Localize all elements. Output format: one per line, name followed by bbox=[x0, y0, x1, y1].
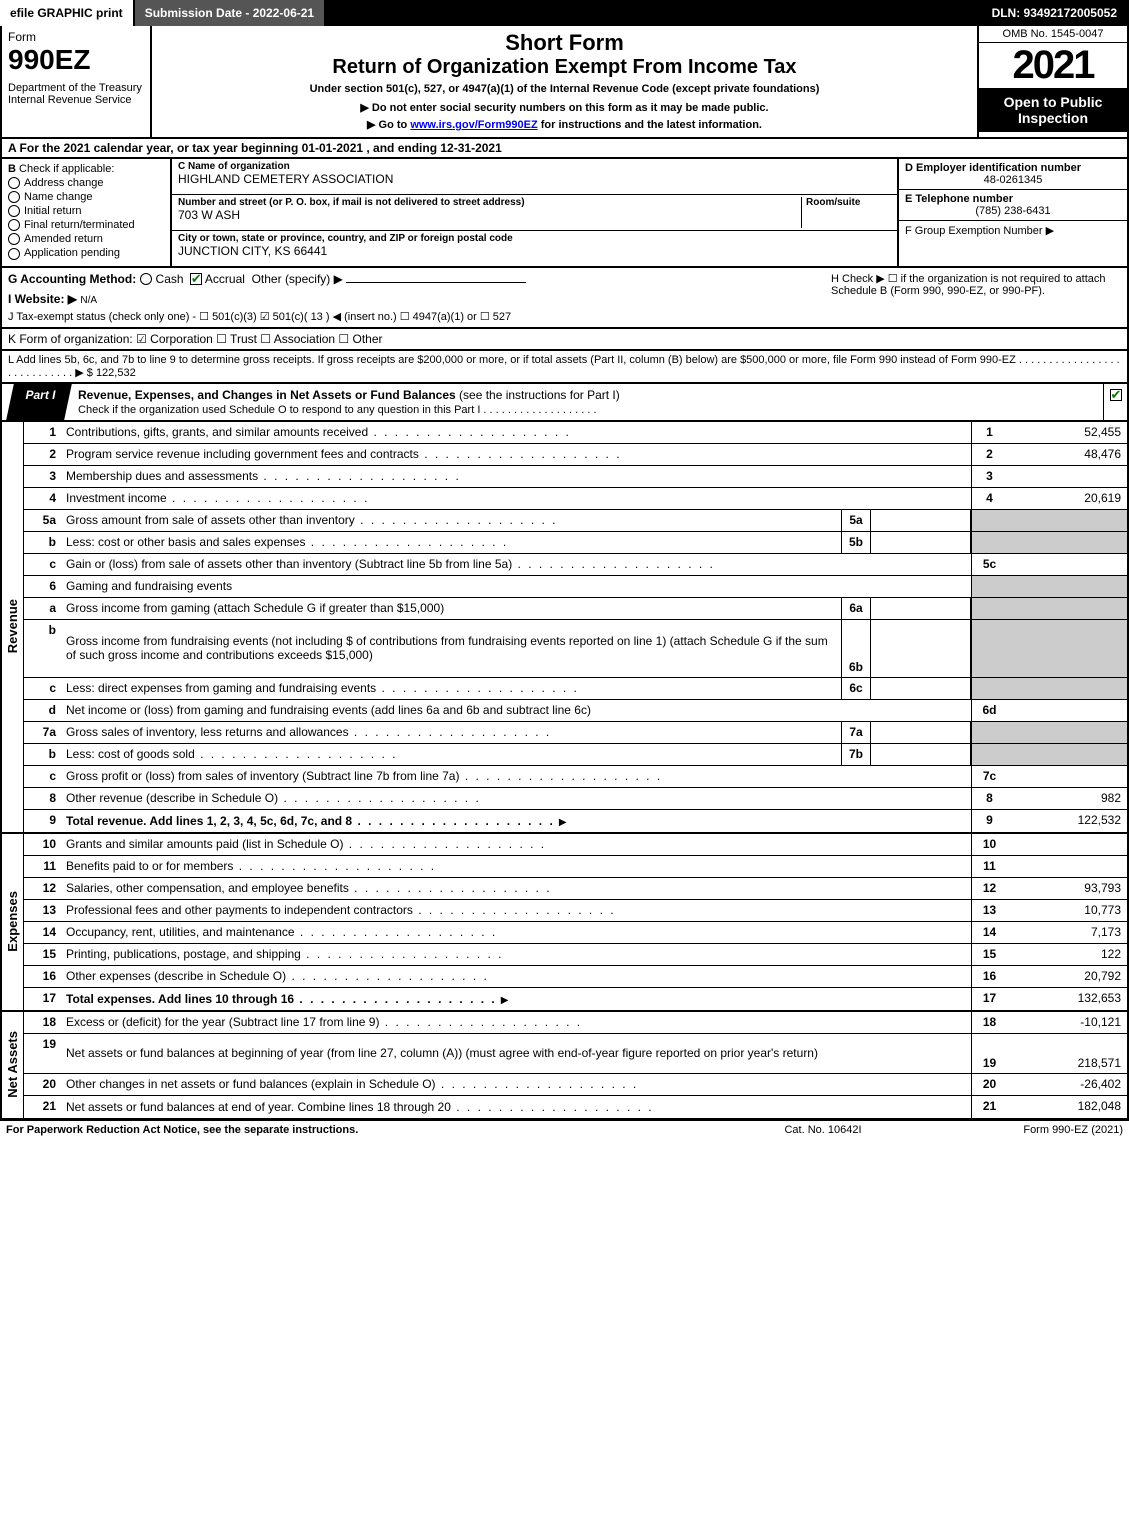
form-ref: Form 990-EZ (2021) bbox=[923, 1124, 1123, 1136]
header-left: Form 990EZ Department of the Treasury In… bbox=[2, 26, 152, 137]
website-value: N/A bbox=[80, 295, 97, 306]
website-label: I Website: ▶ bbox=[8, 292, 77, 306]
line20-value: -26,402 bbox=[1007, 1074, 1127, 1095]
gross-receipts: 122,532 bbox=[96, 367, 136, 379]
expenses-sidelabel: Expenses bbox=[2, 834, 24, 1010]
row-j: J Tax-exempt status (check only one) - ☐… bbox=[8, 310, 1121, 323]
part1-title: Revenue, Expenses, and Changes in Net As… bbox=[68, 384, 1103, 420]
return-title: Return of Organization Exempt From Incom… bbox=[160, 56, 969, 79]
line14-value: 7,173 bbox=[1007, 922, 1127, 943]
row-ghi: G Accounting Method: Cash Accrual Other … bbox=[0, 268, 1129, 329]
form-number: 990EZ bbox=[8, 44, 144, 76]
netassets-sidelabel: Net Assets bbox=[2, 1012, 24, 1118]
col-b: B Check if applicable: Address change Na… bbox=[2, 159, 172, 266]
street-label: Number and street (or P. O. box, if mail… bbox=[178, 197, 801, 208]
street: 703 W ASH bbox=[178, 208, 801, 222]
line19-value: 218,571 bbox=[1007, 1034, 1127, 1073]
accrual-checkbox[interactable] bbox=[190, 273, 202, 285]
short-form-title: Short Form bbox=[160, 30, 969, 56]
opt-final-return[interactable]: Final return/terminated bbox=[8, 219, 164, 231]
arrow-icon bbox=[555, 814, 567, 828]
cash-checkbox[interactable] bbox=[140, 273, 152, 285]
form-header: Form 990EZ Department of the Treasury In… bbox=[0, 26, 1129, 139]
row-l: L Add lines 5b, 6c, and 7b to line 9 to … bbox=[0, 351, 1129, 384]
omb-number: OMB No. 1545-0047 bbox=[979, 26, 1127, 43]
group-exemption-label: F Group Exemption Number ▶ bbox=[905, 224, 1121, 237]
line15-value: 122 bbox=[1007, 944, 1127, 965]
line2-value: 48,476 bbox=[1007, 444, 1127, 465]
part1-tab: Part I bbox=[6, 384, 72, 420]
telephone: (785) 238-6431 bbox=[905, 205, 1121, 217]
city: JUNCTION CITY, KS 66441 bbox=[178, 244, 891, 258]
tax-year: 2021 bbox=[979, 43, 1127, 88]
opt-name-change[interactable]: Name change bbox=[8, 191, 164, 203]
tel-label: E Telephone number bbox=[905, 193, 1121, 205]
opt-address-change[interactable]: Address change bbox=[8, 177, 164, 189]
efile-print[interactable]: efile GRAPHIC print bbox=[0, 0, 135, 26]
expenses-table: Expenses 10Grants and similar amounts pa… bbox=[0, 834, 1129, 1012]
line21-value: 182,048 bbox=[1007, 1096, 1127, 1118]
part1-check[interactable] bbox=[1103, 384, 1127, 420]
city-label: City or town, state or province, country… bbox=[178, 233, 891, 244]
goto-note: ▶ Go to www.irs.gov/Form990EZ for instru… bbox=[160, 118, 969, 131]
room-label: Room/suite bbox=[806, 197, 891, 208]
opt-application-pending[interactable]: Application pending bbox=[8, 247, 164, 259]
opt-amended-return[interactable]: Amended return bbox=[8, 233, 164, 245]
row-h: H Check ▶ ☐ if the organization is not r… bbox=[831, 272, 1121, 297]
under-section: Under section 501(c), 527, or 4947(a)(1)… bbox=[160, 83, 969, 95]
acct-method-label: G Accounting Method: bbox=[8, 272, 136, 286]
header-right: OMB No. 1545-0047 2021 Open to Public In… bbox=[977, 26, 1127, 137]
line13-value: 10,773 bbox=[1007, 900, 1127, 921]
line4-value: 20,619 bbox=[1007, 488, 1127, 509]
ssn-note: ▶ Do not enter social security numbers o… bbox=[160, 101, 969, 114]
ein-label: D Employer identification number bbox=[905, 162, 1121, 174]
line1-value: 52,455 bbox=[1007, 422, 1127, 443]
section-bcdef: B Check if applicable: Address change Na… bbox=[0, 159, 1129, 268]
form-label: Form bbox=[8, 30, 144, 44]
revenue-table: Revenue 1Contributions, gifts, grants, a… bbox=[0, 422, 1129, 834]
line17-value: 132,653 bbox=[1007, 988, 1127, 1010]
org-name: HIGHLAND CEMETERY ASSOCIATION bbox=[178, 172, 891, 186]
line8-value: 982 bbox=[1007, 788, 1127, 809]
page-footer: For Paperwork Reduction Act Notice, see … bbox=[0, 1120, 1129, 1139]
row-k: K Form of organization: ☑ Corporation ☐ … bbox=[0, 329, 1129, 351]
line3-value bbox=[1007, 466, 1127, 487]
ein: 48-0261345 bbox=[905, 174, 1121, 186]
submission-date: Submission Date - 2022-06-21 bbox=[135, 0, 326, 26]
col-def: D Employer identification number 48-0261… bbox=[897, 159, 1127, 266]
part1-header: Part I Revenue, Expenses, and Changes in… bbox=[0, 384, 1129, 422]
line18-value: -10,121 bbox=[1007, 1012, 1127, 1033]
header-mid: Short Form Return of Organization Exempt… bbox=[152, 26, 977, 137]
topbar: efile GRAPHIC print Submission Date - 20… bbox=[0, 0, 1129, 26]
line9-value: 122,532 bbox=[1007, 810, 1127, 832]
opt-initial-return[interactable]: Initial return bbox=[8, 205, 164, 217]
revenue-sidelabel: Revenue bbox=[2, 422, 24, 832]
col-c: C Name of organization HIGHLAND CEMETERY… bbox=[172, 159, 897, 266]
department: Department of the Treasury Internal Reve… bbox=[8, 82, 144, 106]
open-public: Open to Public Inspection bbox=[979, 88, 1127, 132]
org-name-label: C Name of organization bbox=[178, 161, 891, 172]
irs-link[interactable]: www.irs.gov/Form990EZ bbox=[410, 119, 537, 131]
arrow-icon bbox=[497, 992, 509, 1006]
netassets-table: Net Assets 18Excess or (deficit) for the… bbox=[0, 1012, 1129, 1120]
row-a: A For the 2021 calendar year, or tax yea… bbox=[0, 139, 1129, 159]
line12-value: 93,793 bbox=[1007, 878, 1127, 899]
cat-no: Cat. No. 10642I bbox=[723, 1124, 923, 1136]
dln: DLN: 93492172005052 bbox=[982, 0, 1129, 26]
line16-value: 20,792 bbox=[1007, 966, 1127, 987]
paperwork-notice: For Paperwork Reduction Act Notice, see … bbox=[6, 1124, 723, 1136]
